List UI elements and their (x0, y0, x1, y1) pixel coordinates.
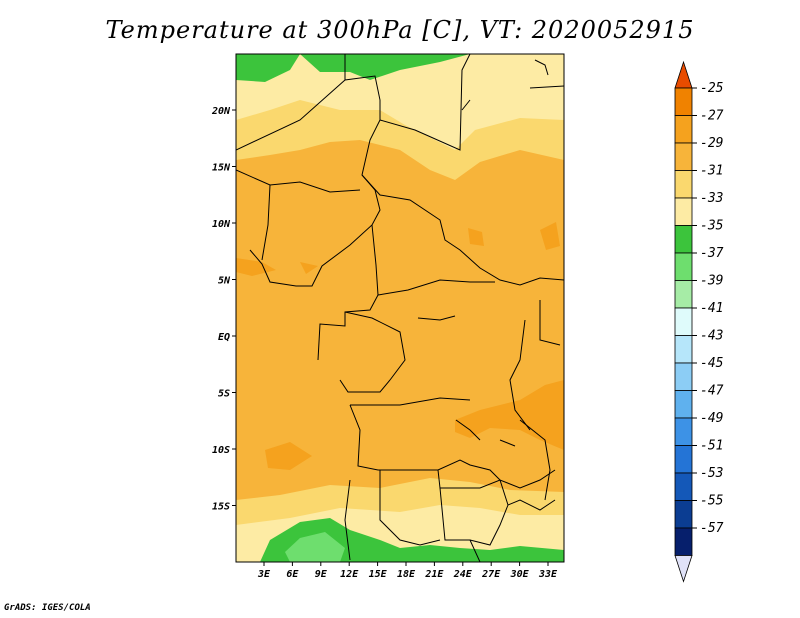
colorbar-box (674, 445, 693, 474)
y-tick-label: EQ (218, 332, 230, 343)
colorbar-box (674, 362, 693, 391)
map-frame (235, 53, 565, 563)
colorbar-box (674, 280, 693, 309)
y-tick-label: 5N (218, 276, 231, 287)
colorbar-top-triangle (674, 60, 693, 89)
colorbar-box (674, 390, 693, 419)
footer-credit: GrADS: IGES/COLA (4, 603, 91, 613)
x-tick-label: 15E (369, 569, 388, 580)
colorbar-label: -57 (700, 521, 724, 536)
colorbar-box (674, 335, 693, 364)
x-tick-label: 33E (538, 569, 558, 580)
x-tick-label: 9E (315, 569, 328, 580)
colorbar-label: -33 (700, 191, 723, 206)
colorbar-box (674, 225, 693, 254)
colorbar-box (674, 472, 693, 501)
colorbar-label: -49 (700, 411, 723, 426)
y-tick-label: 15N (212, 163, 231, 174)
y-tick-label: 5S (218, 389, 230, 400)
colorbar-box (674, 115, 693, 144)
x-tick-label: 3E (257, 569, 271, 580)
y-axis: 20N 15N 10N 5N EQ 5S 10S 15S (211, 106, 236, 513)
colorbar-label: -27 (700, 109, 724, 124)
colorbar-box (674, 170, 693, 199)
colorbar: -25 -27 -29 -31 -33 -35 -37 -39 -41 -43 -45 -47 -49 -… (674, 60, 724, 583)
colorbar-box (674, 252, 693, 281)
x-tick-label: 27E (481, 569, 501, 580)
x-tick-label: 24E (453, 569, 473, 580)
y-tick-label: 10N (212, 219, 231, 230)
colorbar-label: -41 (700, 301, 723, 316)
x-tick-label: 21E (424, 569, 444, 580)
colorbar-box (674, 87, 693, 116)
colorbar-label: -25 (700, 81, 724, 96)
x-tick-label: 18E (397, 569, 416, 580)
colorbar-bottom-triangle (674, 555, 693, 583)
y-tick-label: 20N (211, 106, 231, 117)
colorbar-box (674, 197, 693, 226)
colorbar-label: -39 (700, 274, 723, 289)
colorbar-label: -55 (700, 494, 724, 509)
colorbar-label: -53 (700, 466, 723, 481)
colorbar-label: -45 (700, 356, 724, 371)
colorbar-label: -31 (700, 164, 723, 179)
colorbar-label: -43 (700, 329, 723, 344)
colorbar-box (674, 500, 693, 529)
colorbar-label: -47 (700, 384, 724, 399)
colorbar-label: -29 (700, 136, 723, 151)
colorbar-box (674, 307, 693, 336)
x-tick-label: 6E (286, 569, 299, 580)
chart-title: Temperature at 300hPa [C], VT: 202005291… (105, 16, 695, 44)
colorbar-box (674, 417, 693, 446)
y-tick-label: 15S (212, 502, 230, 513)
x-axis: 3E 6E 9E 12E 15E 18E 21E 24E 27E 30E 33E (257, 562, 558, 580)
x-tick-label: 12E (340, 569, 359, 580)
temperature-field (236, 54, 564, 562)
y-tick-label: 10S (212, 445, 230, 456)
colorbar-box (674, 142, 693, 171)
colorbar-label: -37 (700, 246, 724, 261)
colorbar-label: -51 (700, 439, 723, 454)
colorbar-box (674, 527, 693, 556)
x-tick-label: 30E (510, 569, 530, 580)
colorbar-label: -35 (700, 219, 724, 234)
